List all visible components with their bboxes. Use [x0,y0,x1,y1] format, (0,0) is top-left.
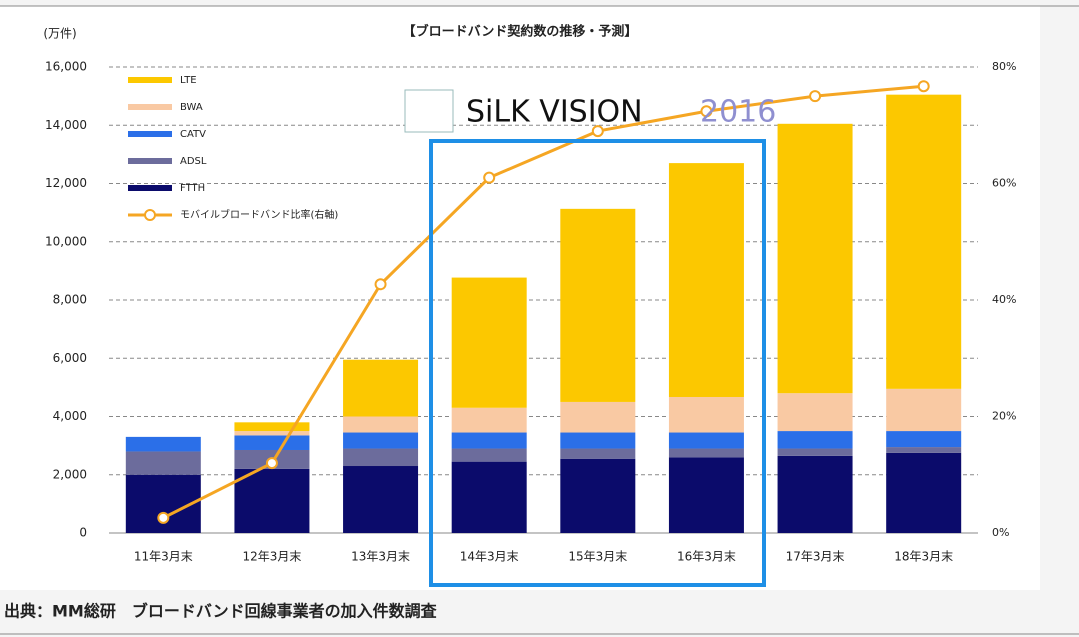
bar-segment [234,468,310,533]
y2-tick-label: 60% [992,177,1016,190]
y2-tick-label: 80% [992,60,1016,73]
watermark-text: SiLK VISION [466,95,643,130]
bar-segment [886,94,962,389]
legend-label: ADSL [180,156,207,167]
legend-swatch [128,131,172,137]
y-tick-label: 14,000 [45,118,87,132]
legend-label: LTE [180,75,197,86]
line-point [700,105,713,118]
bar-segment [777,455,853,533]
x-tick-label: 13年3月末 [351,550,410,564]
bar-segment [560,208,636,402]
highlight-box [429,139,766,587]
legend-label: モバイルブロードバンド比率(右軸) [180,208,338,221]
legend-swatch [128,185,172,191]
x-tick-label: 15年3月末 [568,550,627,564]
x-tick-label: 12年3月末 [242,550,301,564]
x-tick-label: 18年3月末 [894,550,953,564]
x-tick-label: 14年3月末 [460,550,519,564]
bar-segment [886,388,962,432]
watermark-year: 2016 [700,95,776,130]
chart-title: 【ブロードバンド契約数の推移・予測】 [403,24,638,40]
y-tick-label: 10,000 [45,234,87,248]
bar-segment [234,431,310,436]
line-point [374,278,387,291]
line-series [162,84,924,520]
bar-segment [668,457,744,533]
x-tick-label: 17年3月末 [786,550,845,564]
legend-label: FTTH [180,183,205,194]
bar-segment [560,448,636,459]
bar-segment [343,416,419,433]
bar-segment [668,396,744,433]
bar-segment [343,448,419,467]
source-note: 出典：MM総研 ブロードバンド回線事業者の加入件数調査 [4,602,437,621]
bar-segment [560,432,636,449]
line-point [157,511,170,524]
y-tick-label: 4,000 [53,409,87,423]
line-point [591,125,604,138]
line-point [265,457,278,470]
bar-segment [668,448,744,458]
watermark: SiLK VISION 2016 [404,89,776,133]
legend-marker [144,209,156,221]
legend-swatch [128,77,172,83]
bar-segment [886,431,962,448]
bar-segment [777,448,853,456]
bar-segment [125,436,201,452]
line-point [483,171,496,184]
bar-segment [125,451,201,475]
y-tick-label: 16,000 [45,60,87,74]
plot: 0 2,000 4,000 6,000 8,000 10,000 12,000 14,000 1… [45,60,1016,564]
bar-segment [777,123,853,394]
y2-tick-label: 40% [992,293,1016,306]
bar-segment [668,163,744,397]
bar-segment [451,432,527,449]
bar-segment [343,359,419,417]
y-tick-label: 8,000 [53,293,87,307]
x-tick-label: 16年3月末 [677,550,736,564]
legend-swatch [128,158,172,164]
legend-label: CATV [180,129,206,140]
bar-segment [886,447,962,453]
line-point [917,80,930,93]
y2-tick-label: 20% [992,410,1016,423]
y-unit: (万件) [43,27,76,41]
legend-label: BWA [180,102,203,113]
watermark-logo [404,89,454,133]
bar-segment [343,466,419,533]
line-point [809,90,822,103]
y-tick-label: 6,000 [53,351,87,365]
bar-segment [777,431,853,449]
bar-segment [560,458,636,533]
bar-segment [343,432,419,449]
y-tick-label: 2,000 [53,467,87,481]
bar-segment [777,393,853,432]
x-tick-label: 11年3月末 [134,550,193,564]
bar-segment [668,432,744,449]
bar-segment [451,448,527,462]
bar-segment [451,277,527,408]
y-tick-label: 0 [79,526,87,540]
bar-segment [560,401,636,433]
y2-tick-label: 0% [992,526,1009,539]
bar-segment [234,422,310,432]
legend-swatch [128,104,172,110]
bar-segment [234,435,310,450]
bar-segment [451,461,527,533]
y-tick-label: 12,000 [45,176,87,190]
bar-segment [451,407,527,433]
bar-segment [886,452,962,533]
